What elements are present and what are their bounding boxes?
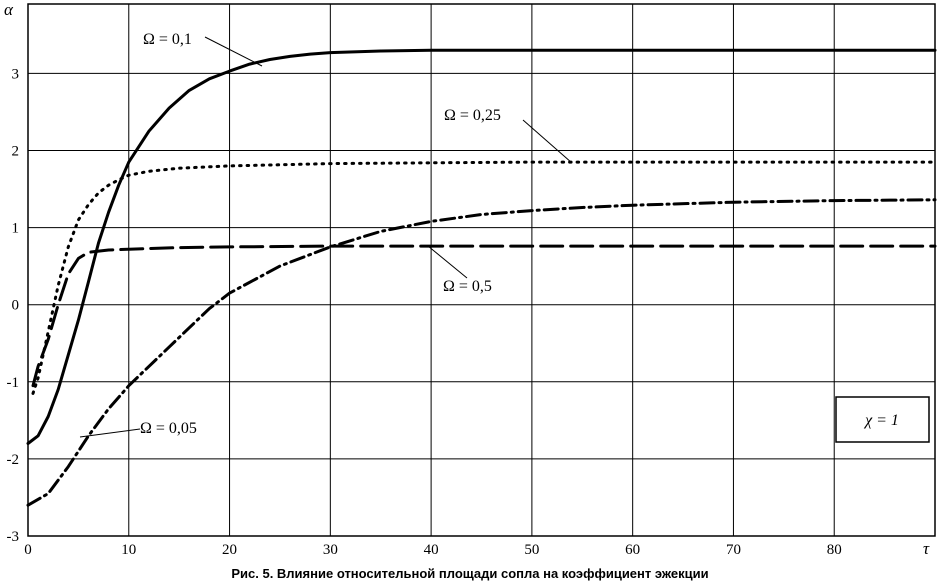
x-tick-label: 10 <box>121 542 136 558</box>
series-label-2: Ω = 0,25 <box>444 107 501 124</box>
y-tick-label: -2 <box>7 452 20 468</box>
series-label-4: Ω = 0,05 <box>140 420 197 437</box>
x-tick-label: 0 <box>24 542 32 558</box>
y-tick-label: 0 <box>12 298 20 314</box>
x-tick-label: 60 <box>625 542 640 558</box>
series-leader-line-2 <box>522 119 573 164</box>
series-leader-line-3 <box>427 245 468 279</box>
grid <box>27 3 936 537</box>
y-tick-label: 2 <box>12 143 20 159</box>
series-line-4 <box>26 198 937 507</box>
figure-caption: Рис. 5. Влияние относительной площади со… <box>231 566 709 581</box>
plot-frame <box>27 3 936 537</box>
series-line-2 <box>31 160 937 395</box>
annotations: Ω = 0,1 Ω = 0,25 Ω = 0,5 Ω = 0,05 χ = 1 <box>79 31 930 443</box>
tick-labels: 0 10 20 30 40 50 60 70 80 -3 -2 -1 0 1 2 3 α τ <box>4 0 930 558</box>
series-group <box>26 48 937 507</box>
series-leader-line-1 <box>204 36 263 67</box>
y-axis-label: α <box>4 0 14 19</box>
y-tick-label: 1 <box>12 221 20 237</box>
x-tick-label: 50 <box>524 542 539 558</box>
series-label-3: Ω = 0,5 <box>443 278 492 295</box>
y-tick-label: 3 <box>12 66 20 82</box>
series-label-1: Ω = 0,1 <box>143 31 192 48</box>
x-axis-label: τ <box>923 539 930 558</box>
series-leader-line-4 <box>79 428 141 438</box>
series-line-3 <box>31 244 937 388</box>
y-tick-label: -1 <box>7 375 20 391</box>
x-tick-label: 20 <box>222 542 237 558</box>
x-tick-label: 70 <box>726 542 741 558</box>
parameter-label: χ = 1 <box>863 412 899 429</box>
series-line-1 <box>26 48 937 445</box>
y-tick-label: -3 <box>7 529 20 545</box>
parameter-box <box>835 396 930 443</box>
x-tick-label: 40 <box>424 542 439 558</box>
x-tick-label: 80 <box>827 542 842 558</box>
x-tick-label: 30 <box>323 542 338 558</box>
